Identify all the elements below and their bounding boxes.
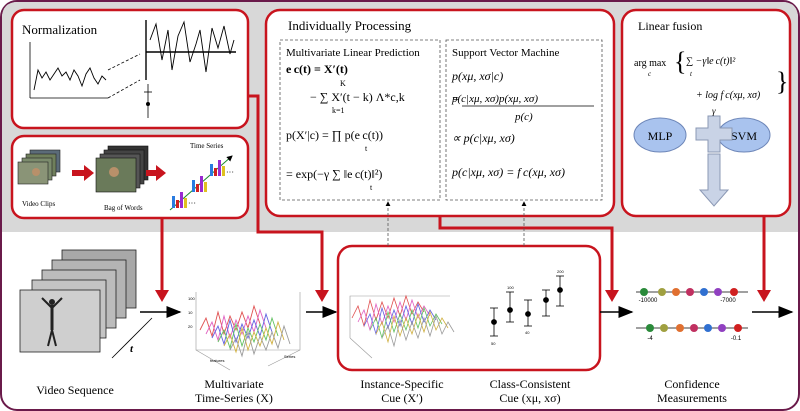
right-brace: }: [776, 67, 788, 96]
normalization-box: Normalization: [10, 8, 250, 130]
confidence-scale-1: [636, 288, 748, 296]
mlp-eq2: − ∑ X′(t − k) Λ*c,k: [310, 90, 405, 104]
mlp-prod-bottom: t: [365, 144, 368, 153]
fusion-eq-line1: ∑ −γ‖e c(t)‖²: [686, 56, 736, 67]
histograms: [172, 160, 225, 208]
left-brace: {: [674, 47, 686, 76]
plot-val-1: 100: [188, 296, 195, 301]
svm-eq4: p(c|xμ, xσ) = f c(xμ, xσ): [451, 165, 565, 179]
plus-combine: [695, 115, 733, 153]
argmax: arg max: [634, 58, 666, 69]
confidence-label-1: Confidence: [664, 377, 719, 391]
linear-fusion-box: Linear fusion arg max c { ∑ −γ‖e c(t)‖² …: [620, 8, 792, 218]
fusion-eq-line2: + log f c(xμ, xσ): [696, 90, 761, 101]
mlp-node-label: MLP: [648, 129, 673, 143]
plot-val-2: 10: [188, 310, 193, 315]
time-series-3d-plot: 100 10 20 features Series: [188, 292, 301, 371]
confidence-scale-2: [636, 324, 748, 332]
gamma-label: γ: [712, 106, 716, 116]
red-connectors: [160, 94, 766, 292]
fusion-down-arrow: [698, 153, 730, 207]
plot-features-label: features: [210, 358, 224, 363]
ellipsis-2: ···: [226, 168, 234, 177]
bag-of-words-label: Bag of Words: [104, 204, 143, 212]
svm-node-label: SVM: [731, 129, 757, 143]
raw-signal-plot: [29, 42, 108, 99]
svm-equals: =: [452, 93, 459, 105]
video-clips-label: Video Clips: [22, 200, 55, 208]
scale2-left: -4: [647, 336, 653, 342]
argmax-sub: c: [648, 70, 652, 78]
svm-eq2-num: p(c|xμ, xσ)p(xμ, xσ): [451, 93, 538, 105]
mlp-eq4: = exp(−γ ∑ ‖e c(t)‖²): [286, 167, 382, 181]
svm-eq1: p(xμ, xσ|c): [451, 69, 503, 83]
video-sequence-frames: [19, 249, 137, 353]
class-label-1: Class-Consistent: [490, 377, 571, 391]
mlp-eq1: e c(t) = X′(t): [286, 62, 348, 76]
instance-label-2: Cue (X′): [381, 391, 423, 405]
fusion-eq-sub: t: [690, 70, 693, 78]
class-consistent-plot: [490, 275, 564, 337]
linear-fusion-title: Linear fusion: [638, 19, 702, 33]
video-sequence-label: Video Sequence: [36, 383, 114, 397]
mlp-eq3: p(X′|c) = ∏ p(e c(t)): [286, 128, 383, 142]
marker-val-2: 100: [507, 285, 514, 290]
svm-title: Support Vector Machine: [452, 47, 559, 59]
scale1-left: -10000: [639, 298, 658, 304]
bag-of-words-stack: [95, 145, 149, 193]
individually-processing-title: Individually Processing: [288, 18, 412, 33]
cue-box: 50 100 40 200: [336, 201, 602, 372]
mlp-equation-box: [279, 39, 441, 201]
individually-processing-box: Individually Processing Multivariate Lin…: [264, 8, 616, 218]
mlp-sum-bottom: k=1: [332, 106, 345, 115]
normalization-title: Normalization: [22, 22, 98, 37]
plot-val-3: 20: [188, 324, 193, 329]
svm-equation-box: [445, 39, 603, 201]
ts-label-2: Time-Series (X): [195, 391, 273, 405]
marker-val-3: 40: [525, 330, 530, 335]
scale1-right: -7000: [720, 298, 736, 304]
normalized-signal-plot: [145, 20, 236, 80]
ts-label-1: Multivariate: [204, 377, 263, 391]
plot-series-label: Series: [284, 354, 295, 359]
video-clips-stack: [17, 149, 61, 185]
t-label: t: [130, 343, 134, 355]
mlp-title: Multivariate Linear Prediction: [286, 47, 420, 59]
red-arrowheads: [155, 290, 771, 302]
scale2-right: -0.1: [731, 336, 742, 342]
red-arrow-1: [72, 165, 94, 181]
time-series-label: Time Series: [190, 142, 224, 150]
bag-of-words-box: Video Clips Bag of Words Time Series: [10, 134, 250, 220]
ellipsis-1: ···: [188, 199, 196, 208]
confidence-label-2: Measurements: [657, 391, 727, 405]
instance-specific-plot: [349, 294, 455, 359]
mlp-node: [633, 117, 687, 153]
scale-marker: [144, 84, 152, 118]
mlp-sum-top: K: [340, 79, 346, 88]
red-arrow-2: [146, 165, 166, 181]
marker-val-1: 50: [491, 341, 496, 346]
marker-val-4: 200: [557, 269, 564, 274]
time-arrow-line: [111, 317, 153, 359]
instance-label-1: Instance-Specific: [360, 377, 443, 391]
class-label-2: Cue (xμ, xσ): [499, 391, 560, 405]
mlp-sum2-bottom: t: [370, 183, 373, 192]
svm-eq2-den: p(c): [514, 111, 533, 123]
svm-eq3: ∝ p(c|xμ, xσ): [452, 131, 515, 145]
